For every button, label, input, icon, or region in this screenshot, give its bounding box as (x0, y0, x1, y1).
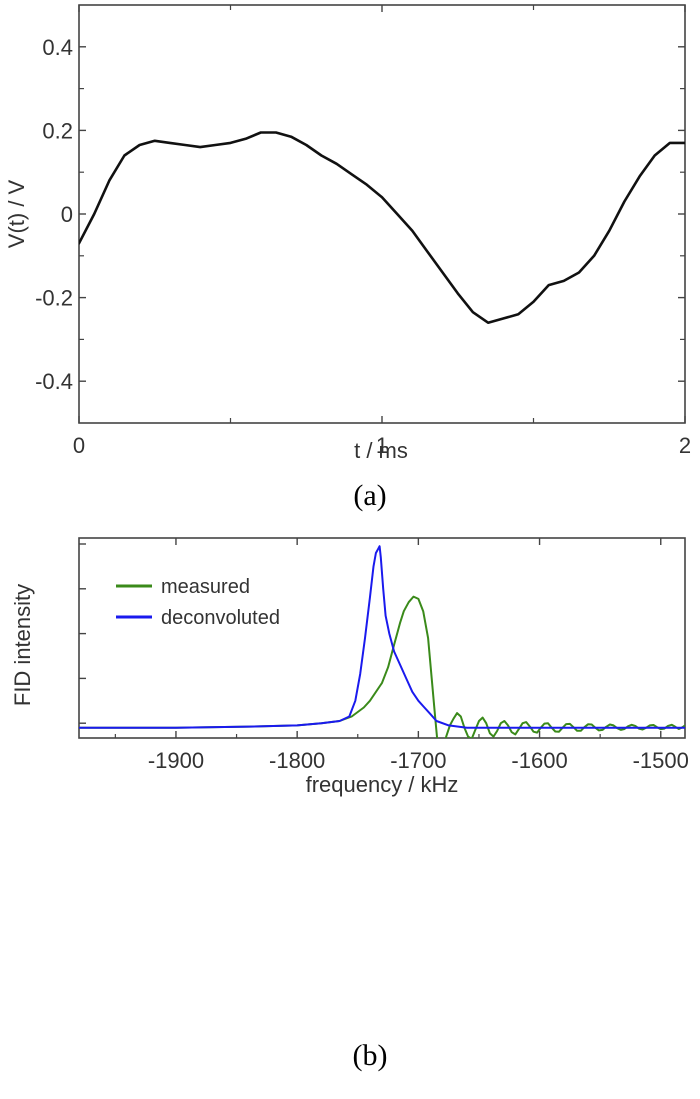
legend-label-deconvoluted: deconvoluted (161, 607, 280, 629)
plot-frame-b (78, 537, 686, 739)
x-axis-title-b: frequency / kHz (306, 772, 459, 797)
x-tick-label: -1900 (148, 748, 204, 773)
tick-labels-a: 0 1 2 -0.4 -0.2 0 0.2 0.4 (35, 35, 691, 458)
y-tick-label: 0.2 (42, 118, 73, 143)
series-line-measured (79, 595, 685, 738)
legend-label-measured: measured (161, 576, 250, 598)
x-tick-label: -1600 (511, 748, 567, 773)
x-tick-label: 0 (73, 433, 85, 458)
y-tick-label: -0.2 (35, 286, 73, 311)
plot-frame-a (78, 4, 686, 424)
y-axis-title-a: V(t) / V (4, 179, 29, 248)
y-tick-label: -0.4 (35, 369, 73, 394)
y-axis-title-b: FID intensity (10, 584, 35, 706)
y-tick-label: 0 (61, 202, 73, 227)
x-tick-label: -1800 (269, 748, 325, 773)
caption-b: (b) (353, 1039, 388, 1072)
tick-labels-b: -1900 -1800 -1700 -1600 -1500 (148, 748, 689, 773)
x-axis-title-a: t / ms (354, 438, 408, 463)
axis-ticks-b (79, 538, 662, 738)
series-group-a (79, 131, 685, 324)
caption-a: (a) (353, 479, 386, 512)
panel-a: 0 1 2 -0.4 -0.2 0 0.2 0.4 t / ms V(t) / V (a) (4, 4, 691, 512)
axis-ticks-a (78, 5, 686, 423)
x-tick-label: -1700 (390, 748, 446, 773)
x-tick-label: -1500 (633, 748, 689, 773)
series-line-deconvoluted (79, 545, 685, 729)
y-tick-label: 0.4 (42, 35, 73, 60)
series-line-a-0 (79, 131, 685, 324)
series-group-b (79, 545, 685, 738)
x-tick-label: 2 (679, 433, 691, 458)
x-tick-label: 1 (376, 433, 388, 458)
panel-b: -1900 -1800 -1700 -1600 -1500 measured decon… (10, 537, 689, 1072)
legend: measured deconvoluted (116, 576, 280, 629)
